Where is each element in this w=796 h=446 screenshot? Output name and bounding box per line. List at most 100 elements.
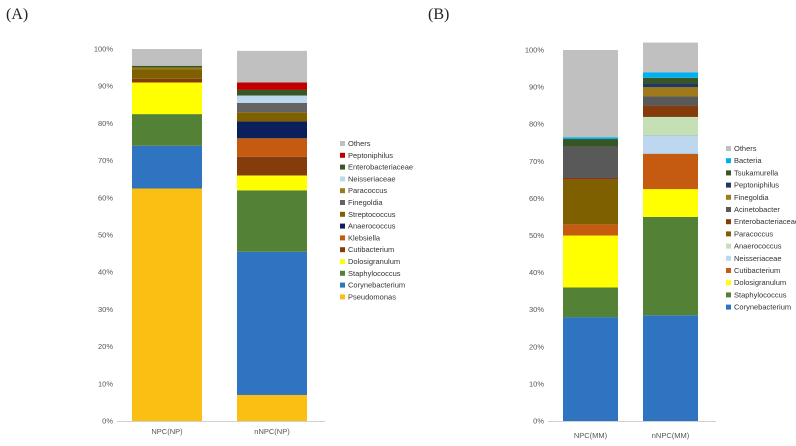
legend-label: Tsukamurella: [734, 168, 779, 177]
legend-swatch: [726, 268, 731, 273]
bar-segment-dolosigranulum: [132, 82, 202, 115]
legend-label: Cutibacterium: [348, 245, 394, 254]
bar-segment-cutibacterium: [132, 78, 202, 83]
bar-segment-enterobacteriaceae: [563, 177, 618, 180]
legend-label: Others: [734, 144, 757, 153]
bar-segment-paracoccus: [563, 179, 618, 225]
bar-segment-dolosigranulum: [237, 175, 307, 191]
legend-swatch: [726, 243, 731, 249]
legend-swatch: [726, 280, 731, 286]
bar-segment-dolosigranulum: [563, 235, 618, 288]
bar-segment-tsukamurella: [563, 139, 618, 147]
legend-swatch: [340, 235, 345, 241]
x-tick-label: nNPC(NP): [254, 427, 290, 436]
panel-label-a: (A): [6, 6, 29, 23]
bar-segment-finegoldia: [237, 102, 307, 113]
legend-label: Bacteria: [734, 156, 762, 165]
bar-segment-peptoniphilus: [237, 82, 307, 90]
y-tick-label: 40%: [529, 268, 544, 277]
x-tick-label: nNPC(MM): [652, 431, 690, 440]
bar-segment-staphylococcus: [643, 216, 698, 316]
legend-label: Corynebacterium: [734, 303, 791, 312]
bar-segment-neisseriaceae: [237, 95, 307, 103]
legend-label: Klebsiella: [348, 233, 381, 242]
bar-segment-others: [132, 49, 202, 66]
bar-segment-staphylococcus: [563, 287, 618, 318]
legend-label: Peptoniphilus: [348, 151, 393, 160]
bar-segment-enterobacteriaceae: [237, 89, 307, 96]
bar-segment-anaerococcus: [643, 116, 698, 136]
legend-label: Streptococcus: [348, 210, 396, 219]
y-tick-label: 60%: [529, 194, 544, 203]
y-tick-label: 30%: [529, 305, 544, 314]
bar-segment-finegoldia: [643, 87, 698, 97]
legend-label: Corynebacterium: [348, 281, 405, 290]
legend-swatch: [726, 292, 731, 298]
legend-swatch: [726, 304, 731, 310]
y-tick-label: 90%: [98, 82, 113, 91]
x-tick-label: NPC(MM): [574, 431, 608, 440]
legend-swatch: [340, 176, 345, 182]
bar-segment-corynebacterium: [132, 145, 202, 189]
panel-label-b: (B): [428, 6, 450, 23]
legend-swatch: [726, 194, 731, 200]
y-tick-label: 0%: [533, 417, 544, 426]
bar-segment-anaerococcus: [237, 121, 307, 139]
bar-segment-dolosigranulum: [643, 189, 698, 217]
legend-label: Paracoccus: [734, 229, 773, 238]
bar-segment-bacteria: [563, 137, 618, 140]
y-tick-label: 100%: [94, 45, 114, 54]
legend-swatch: [726, 231, 731, 237]
y-tick-label: 50%: [98, 231, 113, 240]
legend-label: Peptoniphilus: [734, 181, 779, 190]
bar-segment-corynebacterium: [643, 315, 698, 421]
bar-segment-others: [237, 50, 307, 83]
legend-swatch: [340, 223, 345, 229]
bar-segment-enterobacteriaceae: [132, 65, 202, 68]
y-tick-label: 50%: [529, 231, 544, 240]
legend-swatch: [726, 255, 731, 261]
bar-segment-pseudomonas: [237, 394, 307, 421]
legend-label: Enterobacteriaceae: [348, 163, 413, 172]
y-tick-label: 70%: [98, 156, 113, 165]
y-tick-label: 70%: [529, 157, 544, 166]
bar-segment-tsukamurella: [643, 77, 698, 84]
legend-label: Enterobacteriaceae: [734, 217, 796, 226]
bar-segment-others: [643, 42, 698, 73]
legend-label: Neisseriaceae: [348, 174, 396, 183]
legend-swatch: [340, 270, 345, 276]
legend-label: Anaerococcus: [734, 242, 782, 251]
y-tick-label: 20%: [529, 342, 544, 351]
legend-label: Pseudomonas: [348, 292, 396, 301]
legend-label: Neisseriaceae: [734, 254, 782, 263]
bar-segment-corynebacterium: [237, 251, 307, 395]
legend-label: Paracoccus: [348, 186, 387, 195]
legend-label: Finegoldia: [734, 193, 769, 202]
y-tick-label: 90%: [529, 83, 544, 92]
bar-segment-corynebacterium: [563, 317, 618, 421]
legend-swatch: [340, 188, 345, 194]
y-tick-label: 80%: [98, 119, 113, 128]
y-tick-label: 10%: [529, 379, 544, 388]
legend-label: Dolosigranulum: [734, 278, 786, 287]
bar-segment-neisseriaceae: [643, 135, 698, 154]
legend-label: Acinetobacter: [734, 205, 780, 214]
y-tick-label: 100%: [525, 46, 545, 55]
y-tick-label: 20%: [98, 342, 113, 351]
y-tick-label: 80%: [529, 120, 544, 129]
legend-swatch: [726, 170, 731, 176]
bar-segment-peptoniphilus: [643, 83, 698, 88]
y-tick-label: 10%: [98, 379, 113, 388]
legend-swatch: [726, 219, 731, 225]
bar-segment-cutibacterium: [643, 153, 698, 190]
legend-swatch: [340, 211, 345, 217]
bar-segment-streptococcus: [132, 69, 202, 79]
legend-swatch: [726, 158, 731, 164]
bar-segment-paracoccus: [132, 67, 202, 70]
legend-label: Finegoldia: [348, 198, 383, 207]
x-tick-label: NPC(NP): [151, 427, 183, 436]
bar-segment-acinetobacter: [563, 146, 618, 178]
bar-segment-staphylococcus: [132, 114, 202, 146]
bar-segment-klebsiella: [237, 138, 307, 157]
